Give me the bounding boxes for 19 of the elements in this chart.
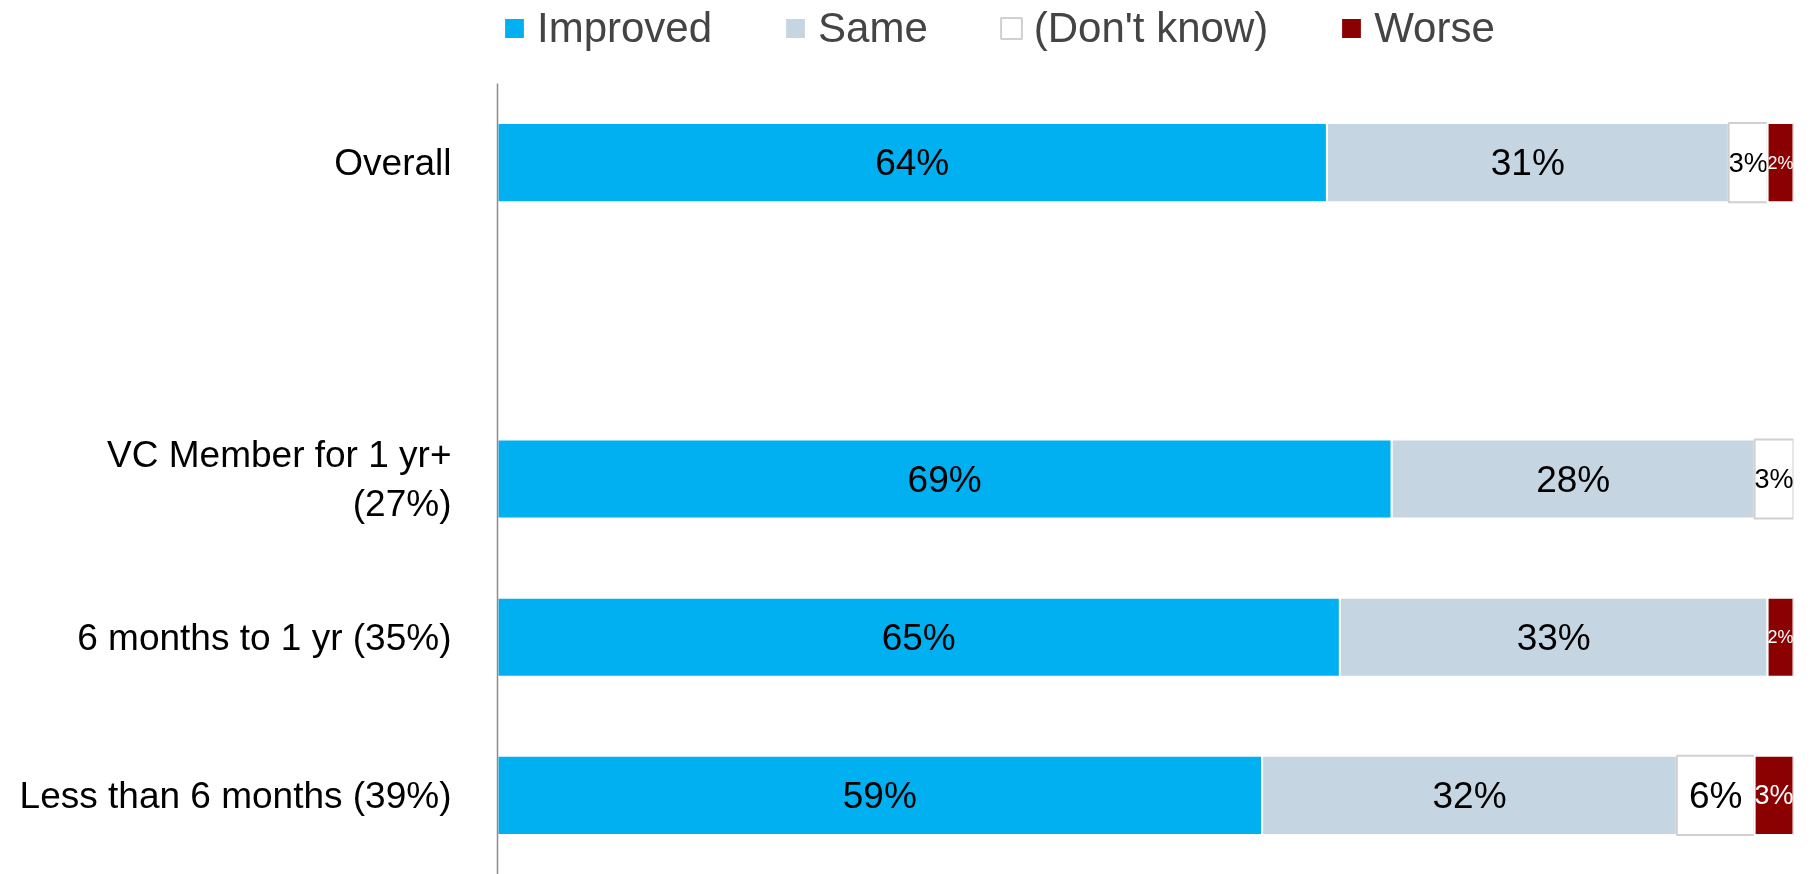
y-tick-label: 6 months to 1 yr (35%) — [77, 616, 452, 658]
legend-label: Worse — [1374, 4, 1495, 52]
legend-label: Improved — [537, 4, 713, 52]
data-label: 3% — [1754, 464, 1794, 494]
y-tick-label: Less than 6 months (39%) — [19, 774, 452, 816]
legend-label: Same — [818, 4, 928, 52]
data-label: 6% — [1689, 774, 1743, 816]
data-label: 31% — [1490, 142, 1565, 184]
data-label: 32% — [1432, 774, 1507, 816]
legend-label: (Don't know) — [1033, 4, 1269, 52]
data-label: 69% — [907, 458, 982, 500]
data-label: 33% — [1516, 616, 1591, 658]
data-label: 65% — [881, 616, 956, 658]
data-label: 64% — [875, 142, 950, 184]
y-tick-label: VC Member for 1 yr+ (27%) — [107, 433, 452, 525]
data-label: 3% — [1728, 147, 1768, 178]
data-label: 28% — [1536, 458, 1611, 500]
data-label: 59% — [842, 774, 917, 816]
y-tick-label: Overall — [334, 142, 452, 184]
